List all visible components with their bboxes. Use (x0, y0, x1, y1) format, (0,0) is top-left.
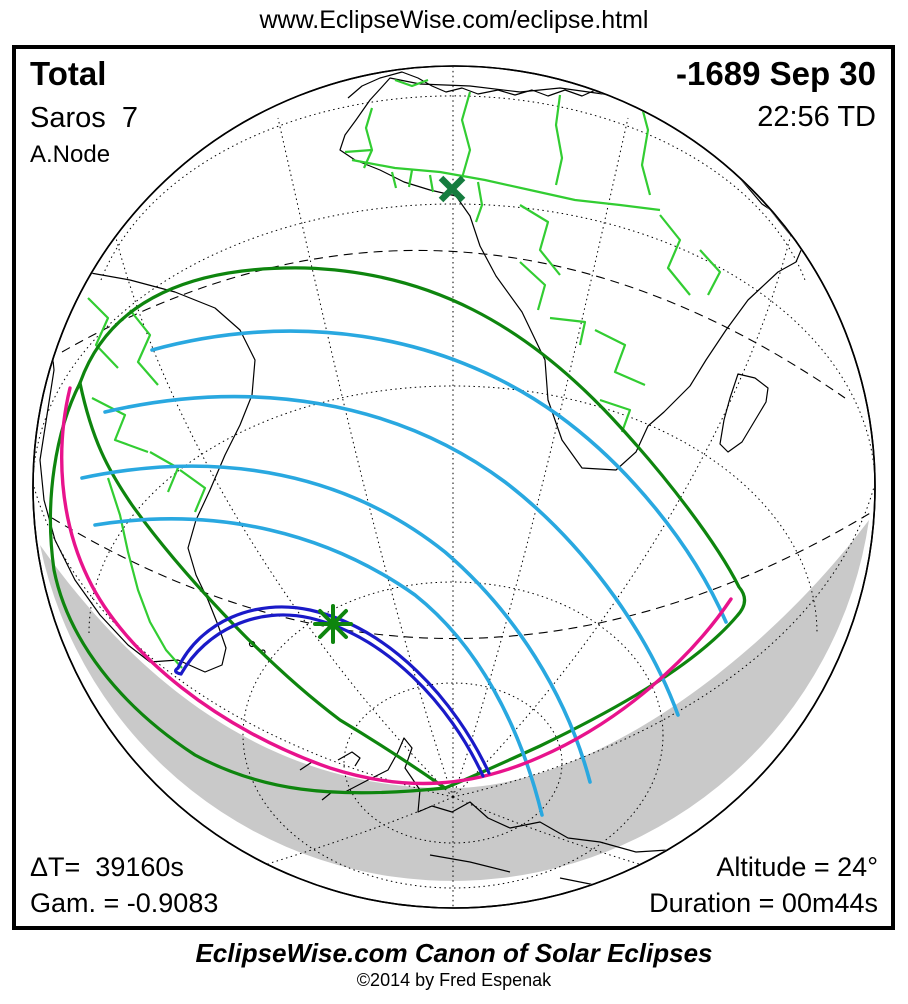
penumbral-limit-southwest-curve (78, 381, 447, 790)
delta-t-label: ΔT= 39160s (30, 852, 184, 882)
copyright-text: ©2014 by Fred Espenak (357, 970, 552, 990)
map-frame (12, 45, 895, 930)
gamma-label: Gam. = -0.9083 (30, 888, 218, 918)
map-annotations: Total Saros 7 A.Node -1689 Sep 30 22:56 … (30, 55, 878, 918)
magnitude-contours (80, 329, 728, 817)
duration-label: Duration = 00m44s (649, 888, 878, 918)
greatest-eclipse-marker (313, 604, 353, 644)
globe-limb-outline (32, 65, 876, 909)
node-label: A.Node (30, 141, 110, 168)
eclipse-time-label: 22:56 TD (757, 101, 876, 133)
page-url-text: www.EclipseWise.com/eclipse.html (259, 6, 649, 34)
canon-caption: EclipseWise.com Canon of Solar Eclipses (195, 938, 712, 968)
dashed-reference-lines (51, 249, 873, 640)
night-shading (40, 520, 869, 881)
eclipse-date-label: -1689 Sep 30 (676, 55, 876, 92)
eclipse-type-label: Total (30, 55, 106, 92)
globe (32, 65, 876, 909)
penumbral-limit-limb-curve (48, 381, 447, 795)
sub-solar-point-marker (438, 175, 466, 203)
saros-label: Saros 7 (30, 102, 138, 134)
sunrise-sunset-curve (60, 386, 733, 786)
penumbral-limit-north-curve (78, 266, 747, 790)
altitude-label: Altitude = 24° (716, 852, 878, 882)
penumbral-limit-curves (48, 266, 747, 795)
